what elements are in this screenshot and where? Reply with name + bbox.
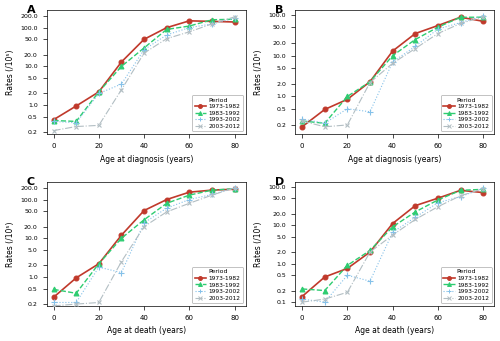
X-axis label: Age at death (years): Age at death (years) [356,326,434,336]
Y-axis label: Rates (/10⁵): Rates (/10⁵) [6,49,15,95]
Text: D: D [276,177,284,187]
Y-axis label: Rates (/10⁵): Rates (/10⁵) [254,49,263,95]
Y-axis label: Rates (/10⁵): Rates (/10⁵) [6,221,15,267]
Legend: 1973-1982, 1983-1992, 1993-2002, 2003-2012: 1973-1982, 1983-1992, 1993-2002, 2003-20… [441,267,492,303]
Legend: 1973-1982, 1983-1992, 1993-2002, 2003-2012: 1973-1982, 1983-1992, 1993-2002, 2003-20… [441,95,492,131]
Legend: 1973-1982, 1983-1992, 1993-2002, 2003-2012: 1973-1982, 1983-1992, 1993-2002, 2003-20… [192,95,243,131]
Y-axis label: Rates (/10⁵): Rates (/10⁵) [254,221,263,267]
Text: B: B [276,5,284,15]
Legend: 1973-1982, 1983-1992, 1993-2002, 2003-2012: 1973-1982, 1983-1992, 1993-2002, 2003-20… [192,267,243,303]
X-axis label: Age at diagnosis (years): Age at diagnosis (years) [348,154,442,164]
Text: A: A [27,5,36,15]
X-axis label: Age at death (years): Age at death (years) [107,326,186,336]
Text: C: C [27,177,35,187]
X-axis label: Age at diagnosis (years): Age at diagnosis (years) [100,154,193,164]
